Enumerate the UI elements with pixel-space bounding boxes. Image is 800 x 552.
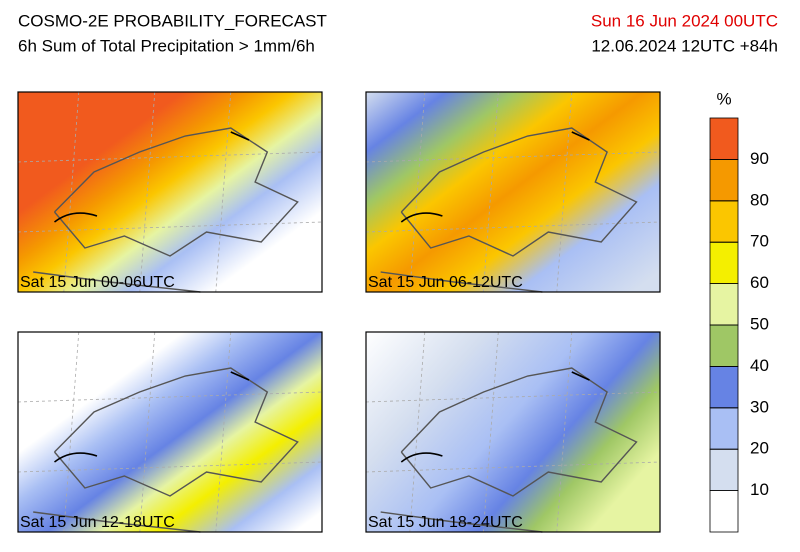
valid-time: Sun 16 Jun 2024 00UTC <box>591 11 778 30</box>
country-border <box>33 511 201 533</box>
colorbar-band <box>709 158 739 202</box>
graticule <box>365 221 661 233</box>
subtitle: 6h Sum of Total Precipitation > 1mm/6h <box>18 36 315 55</box>
country-border <box>380 511 543 533</box>
colorbar-band <box>709 490 739 533</box>
panel-label: Sat 15 Jun 00-06UTC <box>20 274 175 291</box>
colorbar-band <box>709 365 739 409</box>
colorbar-band <box>709 407 739 450</box>
country-border <box>33 271 201 293</box>
colorbar-tick-label: 90 <box>750 149 769 168</box>
graticule <box>17 391 323 403</box>
precip-field <box>18 92 322 292</box>
colorbar-tick-label: 40 <box>750 356 769 375</box>
country-border <box>53 367 299 497</box>
precip-field <box>366 92 660 292</box>
lake <box>571 131 590 141</box>
map-panel: Sat 15 Jun 00-06UTC <box>17 91 323 293</box>
panel-frame <box>17 331 323 533</box>
lake <box>54 212 98 223</box>
lake <box>400 452 443 463</box>
colorbar-tick-label: 30 <box>750 397 769 416</box>
graticule <box>17 461 323 473</box>
colorbar-tick-label: 60 <box>750 273 769 292</box>
precip-field <box>18 332 322 532</box>
lake <box>54 452 98 463</box>
map-panel: Sat 15 Jun 18-24UTC <box>365 331 661 533</box>
colorbar-tick-label: 20 <box>750 439 769 458</box>
panel-label: Sat 15 Jun 18-24UTC <box>368 514 523 531</box>
country-border <box>400 127 638 257</box>
colorbar-tick-label: 70 <box>750 232 769 251</box>
precip-field <box>366 332 660 532</box>
colorbar-band <box>709 448 739 492</box>
panel-frame <box>365 331 661 533</box>
graticule <box>17 151 323 163</box>
map-panel: Sat 15 Jun 06-12UTC <box>365 91 661 293</box>
lake <box>571 371 590 381</box>
colorbar-band <box>709 117 739 160</box>
colorbar-tick-label: 80 <box>750 190 769 209</box>
lake <box>230 131 250 141</box>
panel-frame <box>365 91 661 293</box>
country-border <box>53 127 299 257</box>
colorbar: 10 20 30 40 50 60 70 80 90% <box>709 89 769 533</box>
colorbar-tick-label: 50 <box>750 314 769 333</box>
run-time: 12.06.2024 12UTC +84h <box>591 36 778 55</box>
colorbar-band <box>709 283 739 326</box>
country-border <box>380 271 543 293</box>
panel-frame <box>17 91 323 293</box>
colorbar-band <box>709 200 739 243</box>
graticule <box>365 461 661 473</box>
graticule <box>365 151 661 163</box>
map-panel: Sat 15 Jun 12-18UTC <box>17 331 323 533</box>
panel-label: Sat 15 Jun 06-12UTC <box>368 274 523 291</box>
country-border <box>400 367 638 497</box>
graticule <box>17 221 323 233</box>
colorbar-tick-label: 10 <box>750 480 769 499</box>
colorbar-band <box>709 241 739 284</box>
lake <box>400 212 443 223</box>
panel-label: Sat 15 Jun 12-18UTC <box>20 514 175 531</box>
colorbar-band <box>709 324 739 367</box>
title: COSMO-2E PROBABILITY_FORECAST <box>18 11 327 30</box>
colorbar-unit: % <box>716 89 731 108</box>
map-panels: Sat 15 Jun 00-06UTC Sat 15 Jun 06-12UTC Sa… <box>17 91 661 533</box>
graticule <box>365 391 661 403</box>
lake <box>230 371 250 381</box>
